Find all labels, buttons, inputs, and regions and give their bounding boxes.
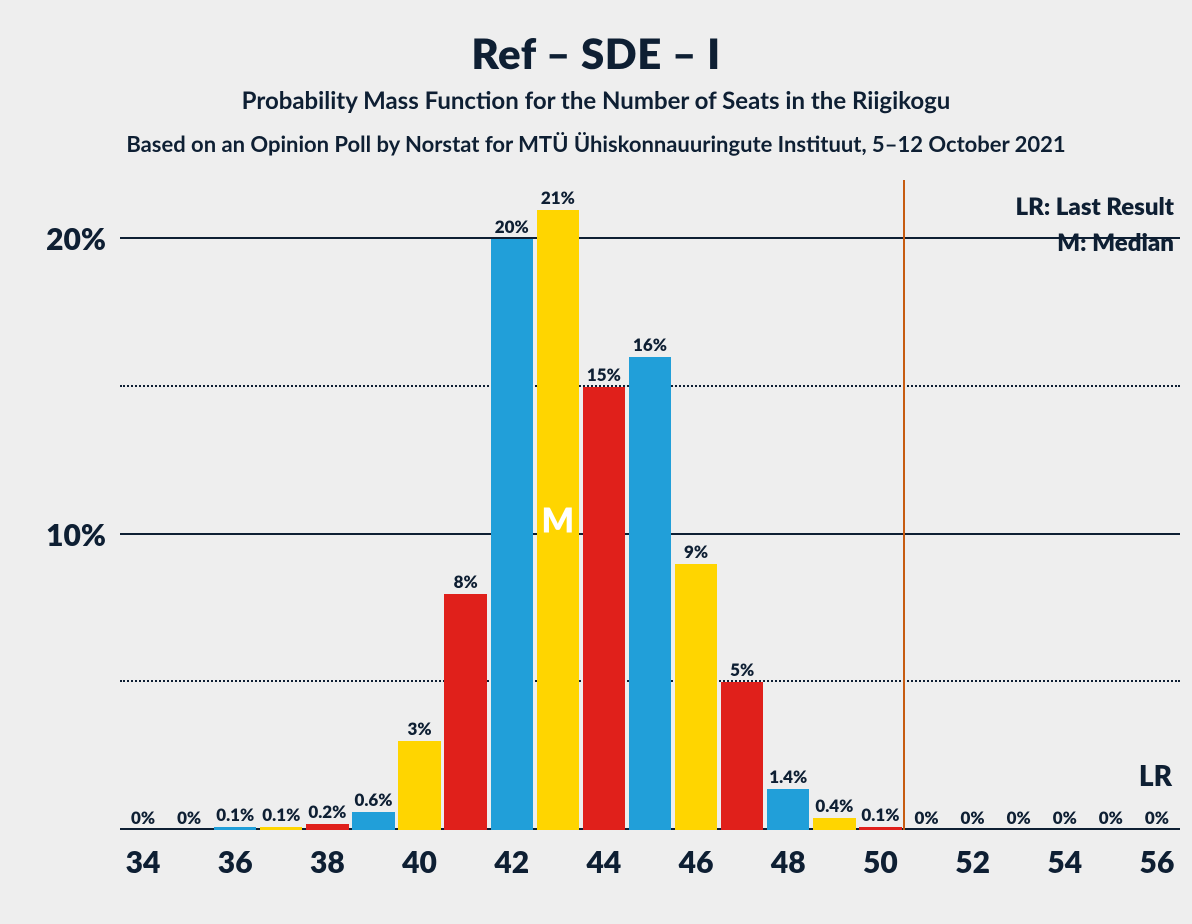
x-tick-label: 40 [402, 830, 437, 880]
chart-title: Ref – SDE – I [0, 28, 1192, 78]
x-tick-label: 46 [679, 830, 714, 880]
x-tick-label: 56 [1140, 830, 1175, 880]
bar: 0.4% [813, 818, 855, 830]
bar: 15% [583, 387, 625, 830]
bar: 21%M [537, 210, 579, 830]
bar-value-label: 1.4% [769, 766, 807, 789]
bar-value-label: 0% [131, 807, 155, 830]
x-tick-label: 44 [587, 830, 622, 880]
bar: 20% [491, 239, 533, 830]
y-tick-label: 20% [46, 221, 120, 257]
bar: 16% [629, 357, 671, 830]
y-tick-label: 10% [46, 517, 120, 553]
bar: 1.4% [767, 789, 809, 830]
bar-value-label: 0.2% [308, 801, 346, 824]
bar-value-label: 0.4% [815, 795, 853, 818]
chart-subtitle: Probability Mass Function for the Number… [0, 86, 1192, 115]
bar-value-label: 0.1% [262, 804, 300, 827]
x-tick-label: 50 [863, 830, 898, 880]
bar-value-label: 0% [961, 807, 985, 830]
x-tick-label: 52 [955, 830, 990, 880]
bar-value-label: 16% [633, 334, 667, 357]
bar-value-label: 0% [177, 807, 201, 830]
x-tick-label: 38 [310, 830, 345, 880]
legend-last-result: LR: Last Result [1016, 192, 1174, 221]
bar: 5% [721, 682, 763, 830]
bar-value-label: 5% [730, 659, 754, 682]
bar: 0.6% [352, 812, 394, 830]
last-result-label: LR [1139, 758, 1172, 792]
median-mark: M [541, 499, 574, 540]
bar-value-label: 0% [1053, 807, 1077, 830]
x-tick-label: 36 [218, 830, 253, 880]
legend-median: M: Median [1057, 228, 1174, 257]
bar-value-label: 0% [1145, 807, 1169, 830]
chart-container: Ref – SDE – I Probability Mass Function … [0, 0, 1192, 924]
gridline-major [120, 237, 1180, 239]
bar-value-label: 0% [914, 807, 938, 830]
bar-value-label: 3% [408, 718, 432, 741]
bar-value-label: 0.1% [861, 804, 899, 827]
bar-value-label: 9% [684, 541, 708, 564]
bar-value-label: 21% [541, 187, 575, 210]
x-tick-label: 42 [494, 830, 529, 880]
x-tick-label: 54 [1047, 830, 1082, 880]
bar: 8% [444, 594, 486, 830]
chart-subsubtitle: Based on an Opinion Poll by Norstat for … [0, 130, 1192, 157]
bar-value-label: 0% [1099, 807, 1123, 830]
x-tick-label: 48 [771, 830, 806, 880]
plot-area: 10%20%LR0%0%0.1%0.1%0.2%0.6%3%8%20%21%M1… [120, 180, 1180, 830]
last-result-line [903, 180, 905, 830]
bar-value-label: 8% [454, 571, 478, 594]
bar: 3% [398, 741, 440, 830]
bar-value-label: 15% [587, 364, 621, 387]
x-tick-label: 34 [126, 830, 161, 880]
bar-value-label: 20% [495, 216, 529, 239]
bar-value-label: 0% [1007, 807, 1031, 830]
bar: 0.1% [260, 827, 302, 830]
bar-value-label: 0.1% [216, 804, 254, 827]
bar: 9% [675, 564, 717, 830]
bar-value-label: 0.6% [354, 789, 392, 812]
